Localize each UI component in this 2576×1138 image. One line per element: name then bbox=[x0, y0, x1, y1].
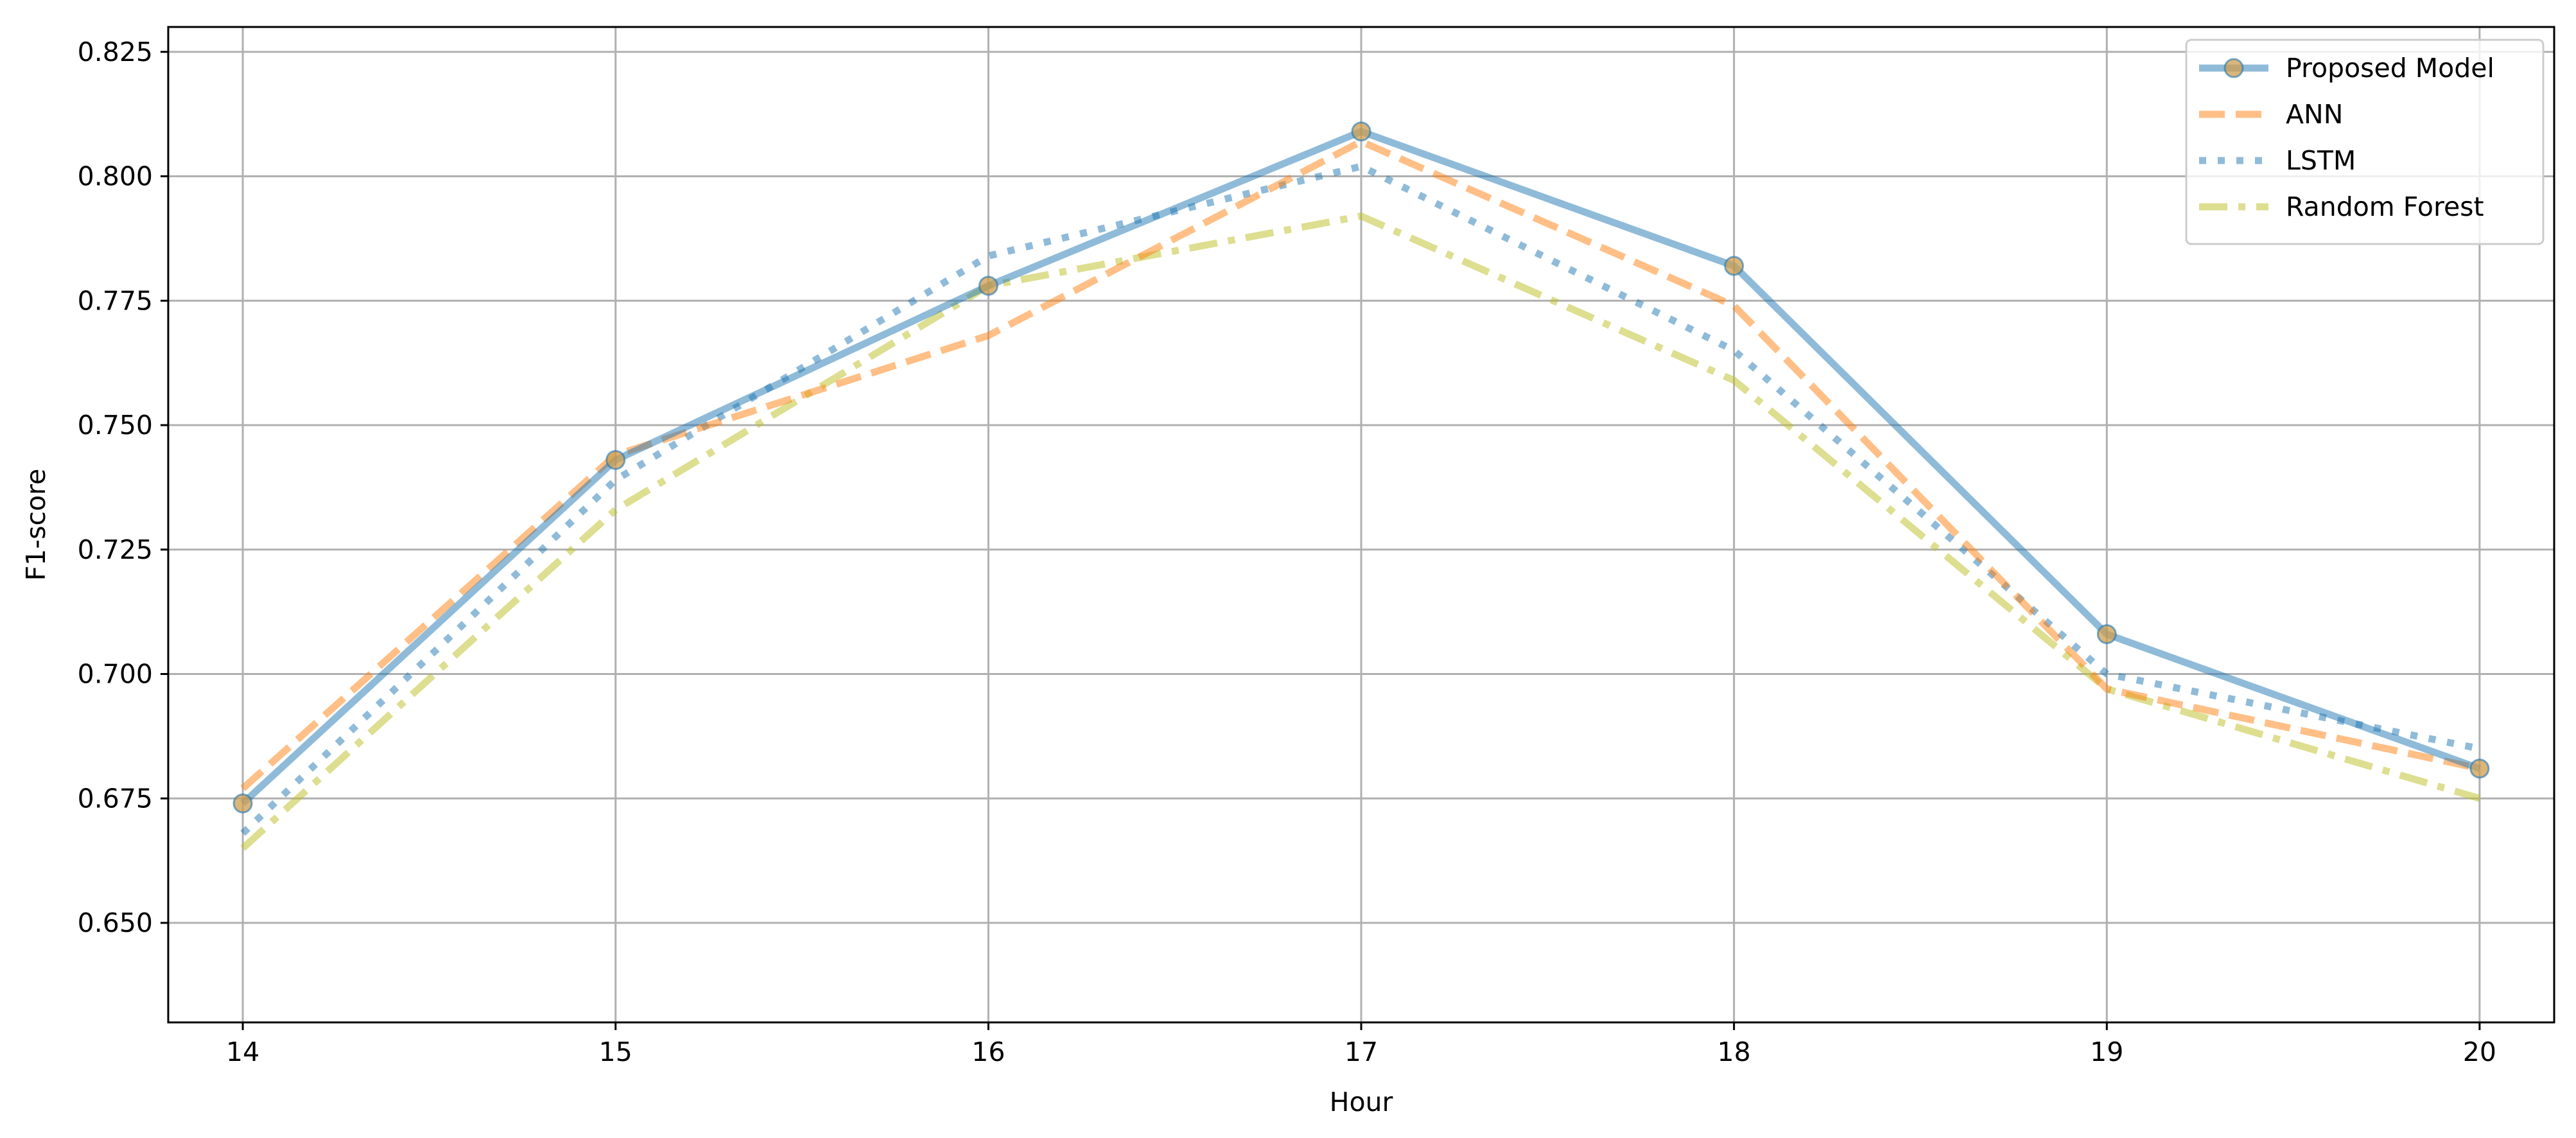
grid-lines bbox=[168, 27, 2554, 1022]
data-point bbox=[978, 276, 998, 296]
x-tick-label: 15 bbox=[599, 1037, 632, 1067]
y-axis-label: F1-score bbox=[21, 469, 51, 581]
y-tick-label: 0.825 bbox=[78, 37, 153, 67]
data-point bbox=[1724, 256, 1745, 276]
x-tick-label: 18 bbox=[1718, 1037, 1751, 1067]
x-tick-label: 17 bbox=[1345, 1037, 1378, 1067]
data-point bbox=[2469, 758, 2490, 779]
x-tick-label: 19 bbox=[2090, 1037, 2123, 1067]
y-tick-label: 0.750 bbox=[78, 410, 153, 441]
y-tick-label: 0.725 bbox=[78, 534, 153, 565]
legend: Proposed Model ANN LSTM Random Forest bbox=[2185, 39, 2545, 245]
y-tick-label: 0.675 bbox=[78, 783, 153, 814]
data-point bbox=[232, 793, 253, 814]
x-tick-label: 16 bbox=[971, 1037, 1005, 1067]
legend-marker bbox=[2224, 58, 2244, 78]
legend-box bbox=[2185, 39, 2545, 245]
x-tick-label: 20 bbox=[2463, 1037, 2496, 1067]
series-line-lstm bbox=[240, 162, 2480, 836]
y-tick-label: 0.650 bbox=[78, 907, 153, 938]
series-layer bbox=[232, 121, 2490, 851]
legend-label: Proposed Model bbox=[2286, 53, 2494, 83]
y-tick-label: 0.775 bbox=[78, 285, 153, 316]
legend-label: LSTM bbox=[2286, 145, 2356, 176]
legend-label: Random Forest bbox=[2286, 191, 2484, 222]
data-point bbox=[1351, 121, 1371, 142]
data-point bbox=[605, 450, 626, 470]
axis-ticks: 14 15 16 17 18 19 20 0.650 0.675 0.700 0.725 0.750 0… bbox=[78, 37, 2496, 1067]
legend-label: ANN bbox=[2286, 99, 2343, 130]
series-line-random-forest bbox=[240, 213, 2481, 851]
x-tick-label: 14 bbox=[226, 1037, 259, 1067]
data-point bbox=[2096, 624, 2117, 644]
y-tick-label: 0.800 bbox=[78, 161, 153, 192]
x-axis-label: Hour bbox=[1330, 1087, 1393, 1117]
y-tick-label: 0.700 bbox=[78, 659, 153, 690]
